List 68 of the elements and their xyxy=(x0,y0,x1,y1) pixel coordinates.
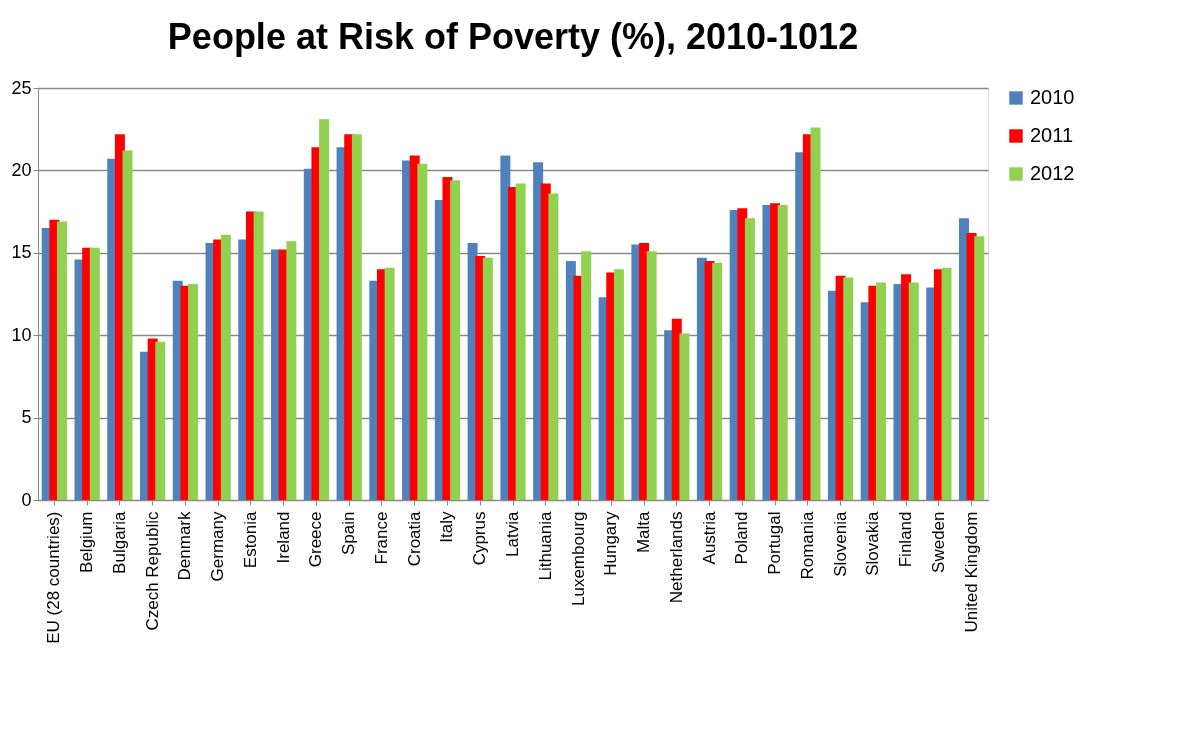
x-tick-label: Czech Republic xyxy=(142,511,162,631)
x-tick-label: Denmark xyxy=(175,511,195,581)
x-tick-label: Latvia xyxy=(503,510,522,557)
bar xyxy=(482,257,493,500)
legend-label: 2011 xyxy=(1030,124,1074,146)
x-tick-label: Luxembourg xyxy=(568,511,588,607)
x-tick-label: Estonia xyxy=(240,510,260,569)
x-tick-label: Finland xyxy=(896,511,916,568)
bar xyxy=(286,241,297,500)
x-tick-label: Netherlands xyxy=(666,511,686,604)
bar xyxy=(548,193,559,500)
y-tick-label: 0 xyxy=(21,489,32,510)
bar xyxy=(810,127,821,500)
x-tick-label: France xyxy=(371,511,391,565)
bar xyxy=(777,205,788,500)
x-tick-label: Spain xyxy=(339,511,359,555)
x-tick-label: Malta xyxy=(634,510,654,554)
bar xyxy=(319,119,330,500)
bar xyxy=(351,134,362,500)
x-tick-label: Slovakia xyxy=(863,510,883,576)
x-tick-label: Hungary xyxy=(601,511,621,576)
x-tick-label: Poland xyxy=(732,511,752,565)
x-tick-label: United Kingdom xyxy=(961,511,981,633)
y-tick-label: 25 xyxy=(11,77,32,98)
bar xyxy=(253,211,264,500)
y-tick-label: 10 xyxy=(11,324,32,345)
bar xyxy=(712,262,723,500)
bar xyxy=(941,267,952,500)
bar xyxy=(155,341,166,500)
bar xyxy=(220,234,231,500)
bar xyxy=(744,218,755,500)
x-tick-label: Lithuania xyxy=(535,510,555,581)
x-tick-label: Cyprus xyxy=(470,511,490,566)
x-tick-label: Greece xyxy=(306,511,326,568)
x-tick-label: Croatia xyxy=(404,510,424,567)
bar xyxy=(515,183,526,500)
bar xyxy=(908,282,919,500)
y-tick-label: 15 xyxy=(11,242,32,263)
legend-label: 2010 xyxy=(1030,86,1075,108)
x-tick-label: Bulgaria xyxy=(109,510,129,574)
chart-title: People at Risk of Poverty (%), 2010-1012 xyxy=(167,16,859,57)
bar xyxy=(613,269,624,500)
y-tick-label: 20 xyxy=(11,159,32,180)
x-tick-label: Belgium xyxy=(77,511,97,573)
x-tick-label: Romania xyxy=(797,510,817,580)
legend-label: 2012 xyxy=(1030,162,1075,184)
bar xyxy=(843,277,854,500)
bar xyxy=(875,282,886,500)
bar xyxy=(188,284,199,500)
y-tick-label: 5 xyxy=(21,407,32,428)
x-tick-label: Slovenia xyxy=(830,510,850,577)
bar xyxy=(646,251,657,500)
bar xyxy=(417,163,428,500)
x-tick-label: Sweden xyxy=(928,511,948,573)
x-tick-label: Germany xyxy=(208,511,228,582)
x-tick-label: Italy xyxy=(437,511,457,543)
bar xyxy=(122,150,133,500)
x-tick-label: EU (28 countries) xyxy=(44,511,64,644)
bar xyxy=(974,236,985,500)
bar xyxy=(679,333,690,500)
bar xyxy=(89,247,100,500)
bar xyxy=(384,267,395,500)
x-tick-label: Portugal xyxy=(765,511,785,575)
bar xyxy=(450,180,461,500)
x-tick-label: Ireland xyxy=(273,511,293,564)
x-tick-label: Austria xyxy=(699,510,719,565)
bar xyxy=(581,251,592,500)
bar xyxy=(57,221,68,500)
